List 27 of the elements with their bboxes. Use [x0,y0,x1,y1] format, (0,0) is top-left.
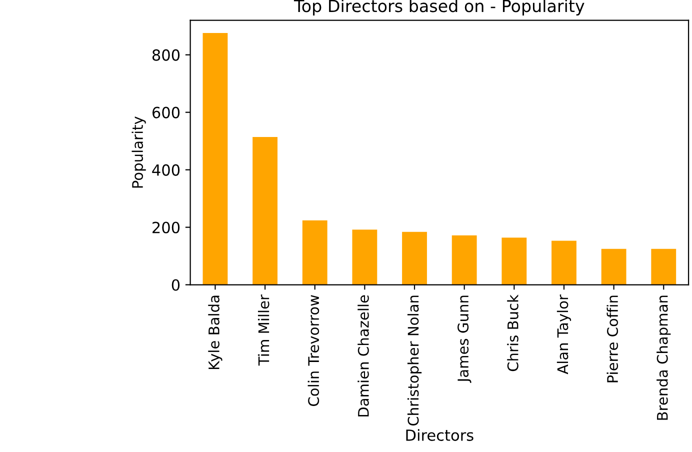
bar [552,240,576,285]
bar [302,220,328,285]
bar [352,230,378,285]
bar [452,235,477,285]
x-tick-label: Kyle Balda [208,296,222,370]
x-tick-label: Chris Buck [507,294,518,372]
x-tick-label: Brenda Chapman [656,296,671,420]
bar [202,32,228,285]
x-tick-label: James Gunn [458,296,472,383]
x-tick-label: Damien Chazelle [358,295,369,416]
y-tick-label: 400 [152,164,180,176]
x-tick-label: Tim Miller [258,294,270,366]
y-tick-label: 800 [152,49,180,61]
y-tick-label: 0 [172,279,180,291]
bar [651,248,676,285]
bar [601,248,626,285]
y-tick-label: 200 [152,222,180,234]
x-axis-title: Directors [406,429,474,441]
x-tick-label: Pierre Coffin [606,296,618,382]
x-tick-label: Colin Trevorrow [308,295,320,406]
bar [502,238,527,285]
y-axis-title: Popularity [132,116,146,188]
bar [402,232,427,285]
bar [252,137,278,285]
x-tick-label: Christopher Nolan [407,296,422,426]
y-tick-label: 600 [152,106,180,118]
x-tick-label: Alan Taylor [556,294,572,374]
